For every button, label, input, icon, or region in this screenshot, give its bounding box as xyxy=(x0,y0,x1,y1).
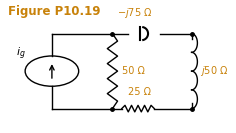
Text: $-j75\ \Omega$: $-j75\ \Omega$ xyxy=(117,6,152,20)
Text: 25 Ω: 25 Ω xyxy=(128,87,151,97)
Text: $i_g$: $i_g$ xyxy=(16,45,25,62)
Text: Figure P10.19: Figure P10.19 xyxy=(8,5,100,18)
Text: 50 Ω: 50 Ω xyxy=(122,66,145,76)
Text: $j50\ \Omega$: $j50\ \Omega$ xyxy=(200,64,228,78)
